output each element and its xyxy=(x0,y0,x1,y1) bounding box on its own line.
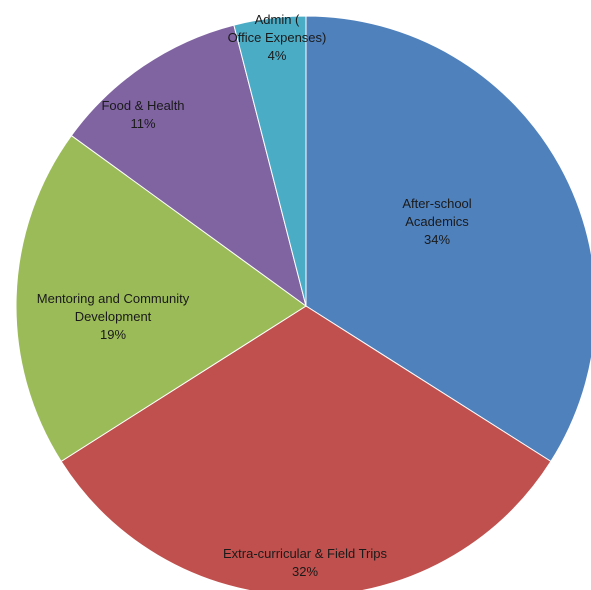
slice-label: Mentoring and Community Development 19% xyxy=(37,291,190,342)
pie-slice xyxy=(305,15,591,463)
pie-slice xyxy=(70,24,307,308)
slice-percent: 4% xyxy=(268,48,287,63)
slice-percent: 32% xyxy=(292,564,318,579)
pie-slices xyxy=(15,15,591,590)
slice-name-line: Food & Health xyxy=(101,98,184,113)
pie-slice xyxy=(15,134,307,463)
slice-label: Admin ( Office Expenses) 4% xyxy=(228,12,327,63)
slice-name-line: After-school xyxy=(402,196,471,211)
slice-name-line: Office Expenses) xyxy=(228,30,327,45)
slice-label: After-school Academics 34% xyxy=(402,196,471,247)
slice-name-line: Extra-curricular & Field Trips xyxy=(223,546,387,561)
pie-labels: After-school Academics 34% Extra-curricular… xyxy=(37,12,472,579)
slice-label: Food & Health 11% xyxy=(101,98,184,131)
slice-name-line: Mentoring and Community xyxy=(37,291,190,306)
slice-percent: 34% xyxy=(424,232,450,247)
slice-percent: 19% xyxy=(100,327,126,342)
slice-label: Extra-curricular & Field Trips 32% xyxy=(223,546,387,579)
slice-name-line: Admin ( xyxy=(255,12,300,27)
slice-percent: 11% xyxy=(130,116,155,131)
pie-slice xyxy=(60,305,552,590)
pie-slice xyxy=(233,15,307,307)
slice-name-line: Development xyxy=(75,309,152,324)
slice-name-line: Academics xyxy=(405,214,469,229)
